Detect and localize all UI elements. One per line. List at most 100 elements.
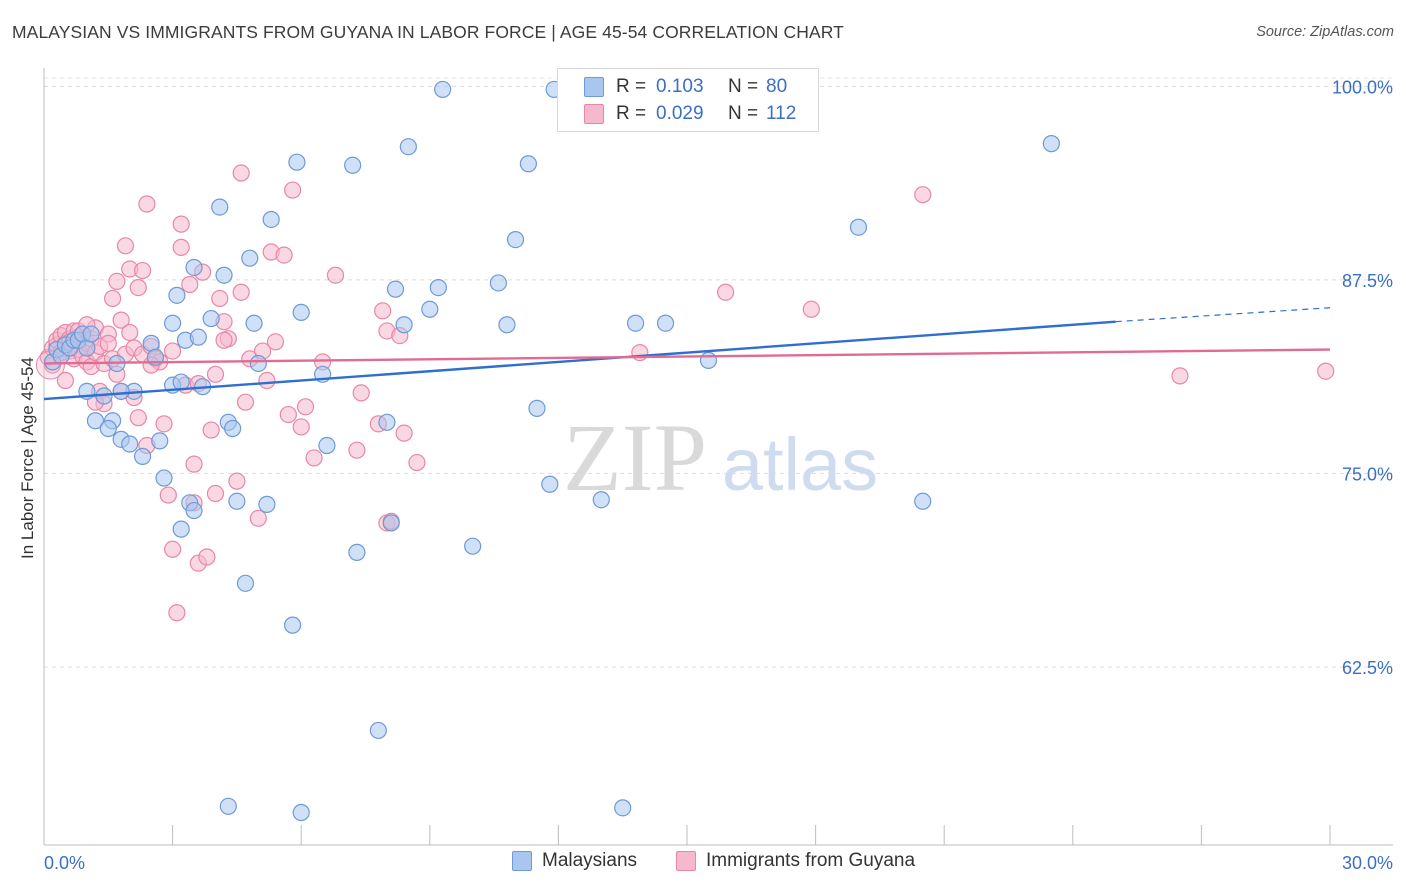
point-malaysians	[262, 210, 280, 229]
point-guyana	[112, 311, 130, 329]
trend-lines	[43, 307, 1331, 401]
point-guyana	[326, 266, 345, 284]
legend-item-guyana[interactable]: Immigrants from Guyana	[676, 850, 915, 872]
point-malaysians	[1042, 135, 1060, 153]
point-malaysians	[82, 325, 100, 343]
point-guyana	[215, 331, 233, 349]
point-malaysians	[112, 382, 130, 400]
point-malaysians	[519, 155, 537, 173]
point-guyana	[138, 195, 156, 213]
stats-n-value: 112	[766, 103, 797, 124]
point-malaysians	[849, 218, 868, 236]
point-malaysians	[434, 80, 452, 99]
point-malaysians	[236, 574, 255, 592]
tick-labels: 62.5% 75.0% 87.5% 100.0% 0.0% 30.0%	[44, 77, 1393, 873]
point-guyana	[198, 548, 216, 566]
point-malaysians	[386, 280, 405, 298]
point-guyana	[275, 246, 293, 264]
point-malaysians	[292, 303, 310, 321]
legend-swatch-blue	[512, 851, 532, 871]
stats-r-value: 0.103	[656, 76, 704, 97]
point-malaysians	[151, 432, 169, 450]
point-malaysians	[121, 435, 139, 453]
point-guyana	[279, 405, 297, 424]
point-malaysians	[489, 274, 507, 292]
point-guyana	[155, 415, 173, 433]
point-guyana	[206, 484, 225, 503]
point-malaysians	[344, 156, 362, 174]
source-label: Source: ZipAtlas.com	[1256, 24, 1394, 40]
point-guyana	[292, 418, 310, 436]
point-malaysians	[528, 399, 546, 417]
point-guyana	[206, 365, 225, 383]
point-guyana	[348, 441, 366, 459]
stats-swatch-blue	[584, 77, 604, 97]
y-tick-label: 75.0%	[1342, 464, 1393, 484]
point-malaysians	[219, 797, 237, 815]
point-malaysians	[211, 198, 229, 216]
point-malaysians	[99, 419, 117, 438]
point-malaysians	[382, 514, 400, 532]
point-guyana	[56, 371, 75, 390]
watermark-zip: ZIP	[563, 404, 707, 511]
point-guyana	[352, 384, 370, 402]
series-immigrants-guyana-points	[35, 164, 1335, 622]
point-malaysians	[498, 316, 516, 334]
chart-title: MALAYSIAN VS IMMIGRANTS FROM GUYANA IN L…	[12, 22, 844, 42]
point-guyana	[121, 323, 139, 342]
point-malaysians	[369, 721, 387, 740]
axis-layer	[43, 68, 1393, 846]
point-malaysians	[245, 314, 263, 332]
point-malaysians	[185, 258, 203, 277]
stats-n-label: N =	[728, 76, 759, 97]
point-guyana	[232, 164, 250, 182]
point-guyana	[202, 421, 220, 439]
point-guyana	[159, 486, 177, 504]
watermark: ZIP atlas	[563, 404, 878, 511]
point-guyana	[716, 283, 735, 301]
point-guyana	[99, 334, 117, 352]
point-malaysians	[168, 286, 186, 304]
point-guyana	[172, 215, 190, 233]
legend-item-malaysians[interactable]: Malaysians	[512, 850, 637, 872]
y-axis-title: In Labor Force | Age 45-54	[18, 357, 37, 559]
point-malaysians	[592, 491, 610, 509]
point-guyana	[211, 289, 229, 308]
point-malaysians	[185, 501, 203, 520]
point-malaysians	[292, 803, 310, 822]
point-malaysians	[699, 351, 718, 369]
point-malaysians	[288, 153, 306, 171]
point-malaysians	[202, 309, 220, 328]
y-tick-label: 62.5%	[1342, 658, 1393, 678]
point-guyana	[168, 604, 186, 622]
point-guyana	[185, 455, 203, 473]
stats-n-value: 80	[766, 76, 788, 97]
legend-label-malaysians: Malaysians	[542, 850, 638, 871]
series-malaysians-points	[43, 80, 1060, 822]
point-malaysians	[228, 492, 246, 510]
stats-r-value: 0.029	[656, 103, 704, 124]
point-guyana	[1317, 362, 1335, 380]
point-malaysians	[464, 537, 482, 555]
point-malaysians	[626, 314, 645, 332]
point-guyana	[266, 333, 285, 351]
stats-r-label: R =	[616, 76, 647, 97]
point-malaysians	[506, 231, 525, 249]
watermark-atlas: atlas	[722, 423, 878, 506]
point-malaysians	[86, 412, 105, 430]
point-guyana	[108, 272, 126, 291]
stats-row-guyana: R = 0.029 N = 112	[558, 100, 818, 128]
point-guyana	[164, 540, 182, 558]
point-guyana	[129, 409, 147, 427]
point-malaysians	[258, 495, 276, 513]
trend-line-malaysians-projection	[1115, 307, 1331, 323]
point-guyana	[284, 181, 302, 199]
point-guyana	[296, 398, 315, 416]
point-malaysians	[224, 419, 242, 438]
stats-legend: R = 0.103 N = 80 R = 0.029 N = 112	[557, 68, 819, 132]
point-guyana	[133, 261, 152, 280]
point-guyana	[129, 279, 147, 297]
x-tick-label-min: 0.0%	[44, 853, 85, 873]
point-malaysians	[172, 520, 190, 538]
point-guyana	[914, 186, 932, 204]
